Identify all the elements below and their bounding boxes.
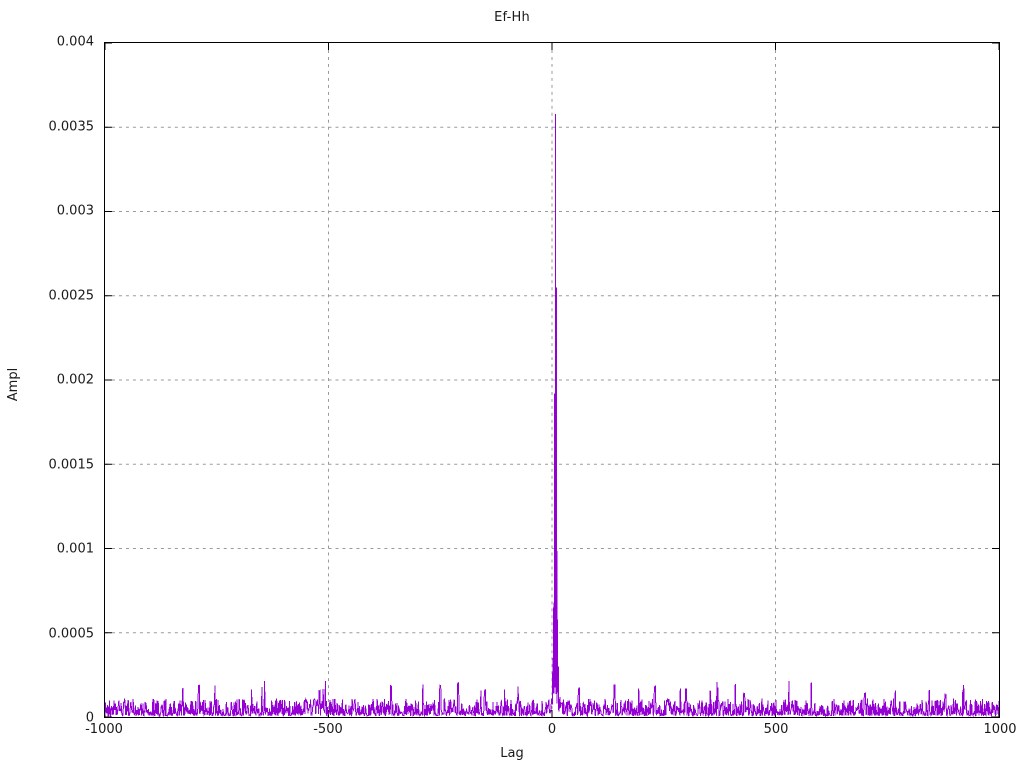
y-axis-tick-labels: 0 0.0005 0.001 0.0015 0.002 0.0025 0.003 0.0035…: [12, 35, 95, 726]
chart-title: Ef-Hh: [494, 10, 530, 25]
x-axis-tick-label: 500: [763, 722, 789, 737]
y-axis-tick-label: 0.002: [56, 372, 94, 388]
y-axis-tick-label: 0.0005: [48, 626, 95, 641]
y-axis-tick-label: 0.004: [56, 34, 94, 50]
x-axis-tick-label: 0: [547, 722, 557, 737]
x-axis-tick-label: 1000: [983, 722, 1017, 737]
y-axis-tick-label: 0.0025: [48, 288, 95, 303]
x-axis-tick-label: -1000: [85, 722, 123, 737]
y-axis-tick-label: 0.001: [56, 541, 94, 557]
x-axis-tick-labels: -1000 -500 0 500 1000: [85, 722, 1016, 744]
y-axis-tick-label: 0.0035: [48, 119, 95, 134]
x-axis-title: Lag: [500, 746, 524, 761]
x-axis-tick-label: -500: [313, 722, 343, 737]
y-axis-tick-label: 0.003: [56, 203, 94, 219]
y-axis-tick-label: 0: [85, 710, 94, 726]
y-axis-tick-label: 0.0015: [48, 457, 95, 472]
series-layer: [105, 113, 999, 717]
grid-layer: [105, 43, 999, 717]
plot-area: [104, 42, 1000, 718]
